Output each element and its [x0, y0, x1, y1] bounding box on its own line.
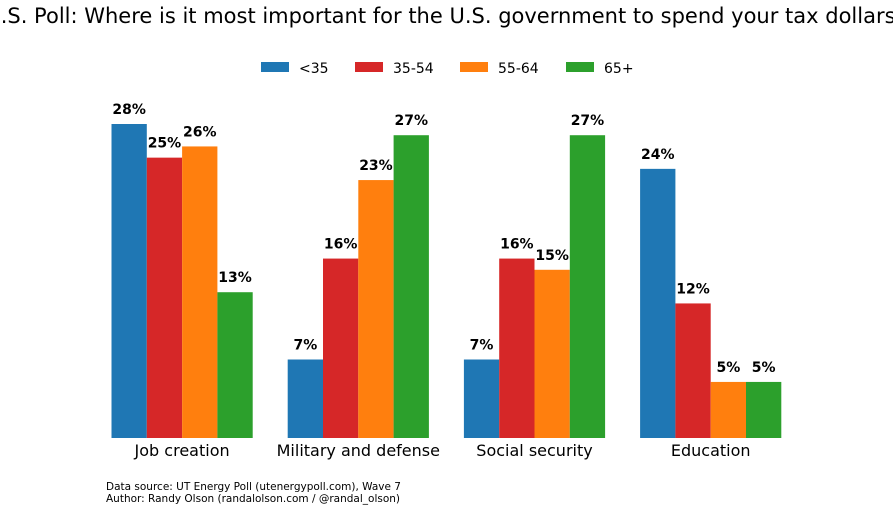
data-label-job-creation-65: 13% [218, 270, 252, 286]
bar-social-security-35-54 [499, 259, 534, 438]
bar-military-and-defense-65 [394, 135, 429, 438]
bar-military-and-defense-55-64 [358, 180, 393, 438]
data-label-job-creation-35-54: 25% [148, 136, 182, 152]
category-label-education: Education [671, 441, 751, 460]
category-label-social-security: Social security [476, 441, 592, 460]
category-label-job-creation: Job creation [134, 441, 230, 460]
data-label-social-security-55-64: 15% [535, 248, 569, 264]
legend-swatch-65 [566, 62, 594, 72]
data-label-education-35: 24% [641, 147, 675, 163]
legend-label-35: <35 [299, 61, 329, 77]
data-label-education-55-64: 5% [716, 360, 740, 376]
legend-label-65: 65+ [604, 61, 634, 77]
data-label-social-security-35: 7% [470, 338, 494, 354]
legend-swatch-35-54 [355, 62, 383, 72]
bar-education-35 [640, 169, 675, 438]
legend-label-35-54: 35-54 [393, 61, 434, 77]
bar-social-security-55-64 [535, 270, 570, 438]
legend-swatch-35 [261, 62, 289, 72]
bar-job-creation-55-64 [182, 146, 217, 438]
data-label-education-35-54: 12% [676, 281, 710, 297]
bar-social-security-65 [570, 135, 605, 438]
data-label-social-security-65: 27% [571, 113, 605, 129]
data-label-social-security-35-54: 16% [500, 237, 534, 253]
bar-military-and-defense-35 [288, 360, 323, 439]
bar-social-security-35 [464, 360, 499, 439]
chart-title: U.S. Poll: Where is it most important fo… [0, 4, 893, 28]
bar-education-65 [746, 382, 781, 438]
legend: <35 35-54 55-64 65+ [261, 61, 634, 77]
data-label-military-and-defense-55-64: 23% [359, 158, 393, 174]
bar-education-35-54 [675, 303, 710, 438]
footnote-author: Author: Randy Olson (randalolson.com / @… [106, 493, 400, 505]
data-label-job-creation-55-64: 26% [183, 124, 217, 140]
bar-job-creation-35 [112, 124, 147, 438]
footnote-data-source: Data source: UT Energy Poll (utenergypol… [106, 481, 401, 493]
bar-education-55-64 [711, 382, 746, 438]
data-label-military-and-defense-35: 7% [293, 338, 317, 354]
category-labels-group: Job creation Military and defense Social s… [134, 441, 751, 460]
legend-label-55-64: 55-64 [498, 61, 539, 77]
data-label-job-creation-35: 28% [112, 102, 146, 118]
bar-military-and-defense-35-54 [323, 259, 358, 438]
legend-swatch-55-64 [460, 62, 488, 72]
data-label-military-and-defense-35-54: 16% [324, 237, 358, 253]
bar-job-creation-35-54 [147, 158, 182, 438]
data-label-education-65: 5% [752, 360, 776, 376]
bar-job-creation-65 [217, 292, 252, 438]
category-label-military-and-defense: Military and defense [277, 441, 440, 460]
data-label-military-and-defense-65: 27% [394, 113, 428, 129]
